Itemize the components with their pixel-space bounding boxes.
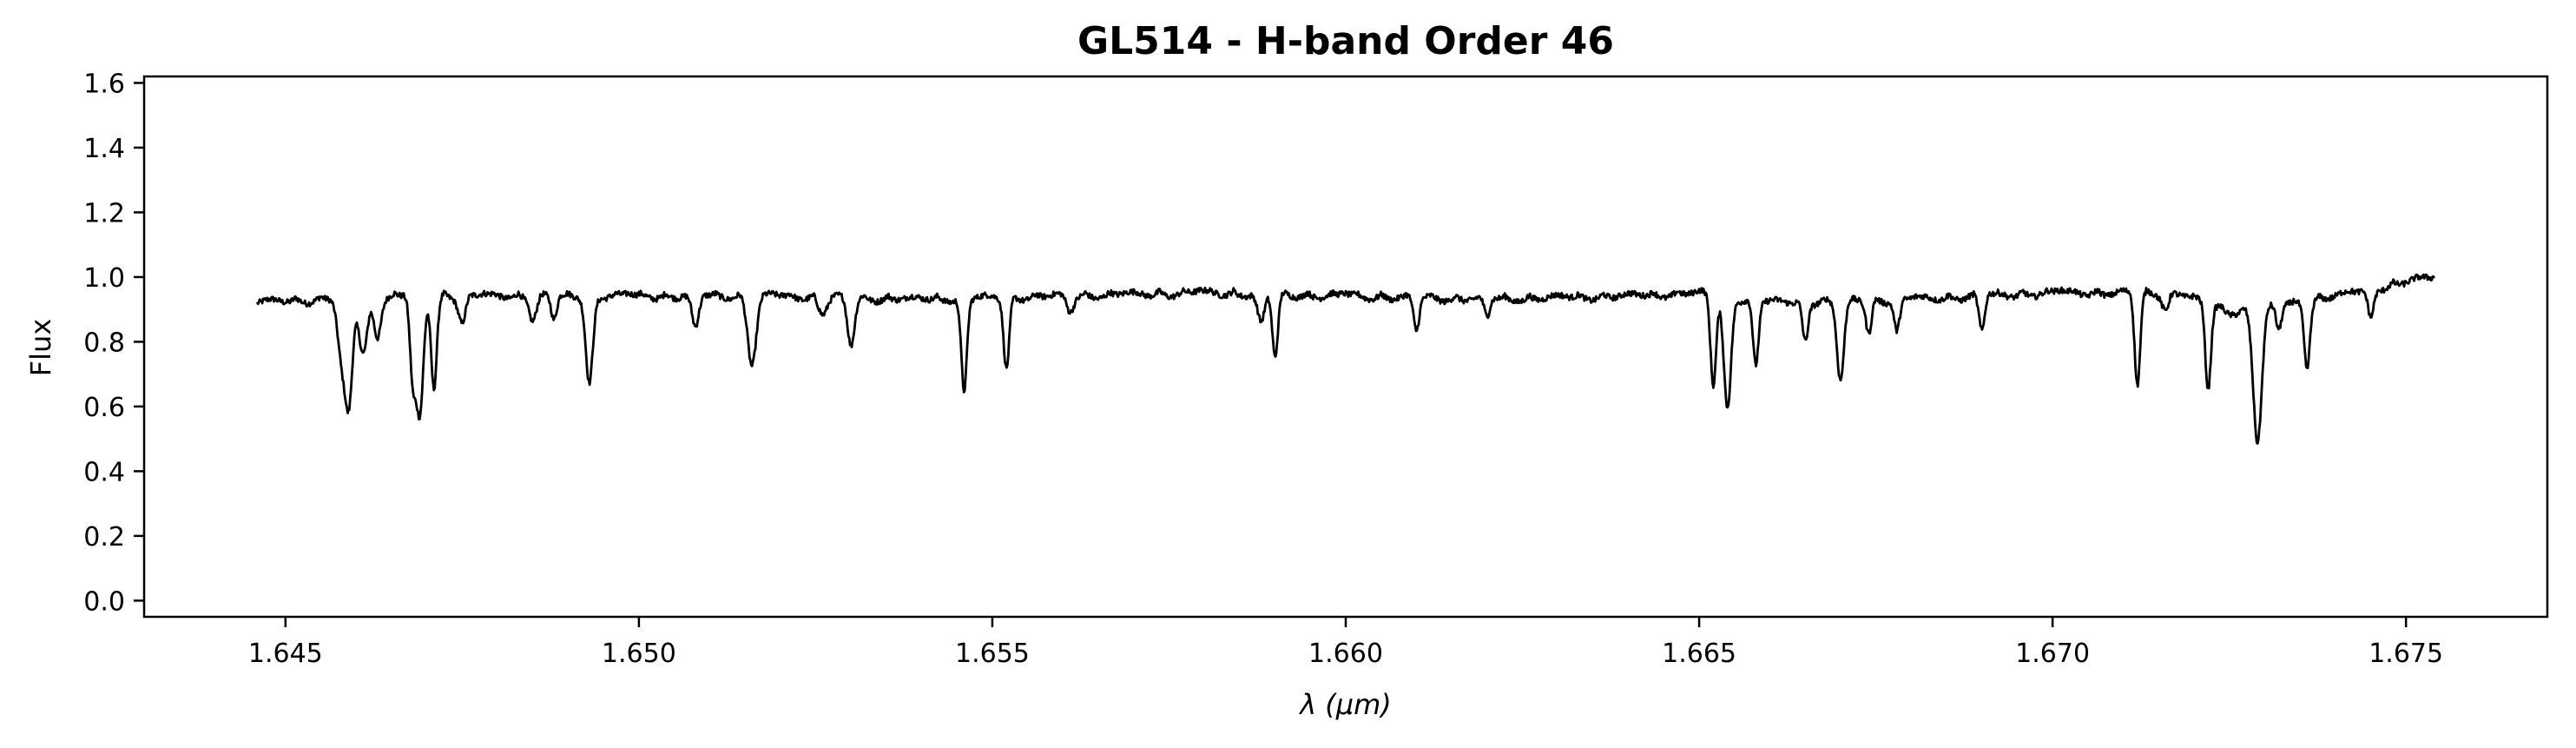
y-tick-label: 0.4: [83, 457, 125, 487]
x-axis-label: λ (μm): [1298, 688, 1391, 721]
spectrum-line: [255, 273, 2435, 445]
y-tick-label: 1.2: [83, 198, 125, 228]
x-tick-label: 1.675: [2368, 639, 2443, 669]
x-tick-label: 1.650: [602, 639, 676, 669]
x-tick-label: 1.670: [2015, 639, 2090, 669]
x-tick-label: 1.655: [955, 639, 1030, 669]
y-tick-label: 0.6: [83, 393, 125, 423]
y-tick-label: 1.0: [83, 263, 125, 294]
y-tick-label: 0.8: [83, 328, 125, 358]
y-tick-label: 1.4: [83, 134, 125, 164]
y-tick-label: 0.0: [83, 586, 125, 617]
x-axis-label-symbol: λ: [1298, 688, 1316, 721]
plot-area-frame: [142, 75, 2549, 619]
y-axis-label: Flux: [24, 319, 57, 377]
y-axis-ticks: 0.0 0.2 0.4 0.6 0.8 1.0 1.2 1.4 1.6: [83, 69, 144, 617]
x-axis-label-unit: (μm): [1325, 688, 1392, 721]
x-tick-label: 1.665: [1662, 639, 1736, 669]
y-tick-label: 1.6: [83, 69, 125, 99]
x-axis-ticks: 1.645 1.650 1.655 1.660 1.665 1.670 1.675: [248, 617, 2443, 669]
chart-title: GL514 - H-band Order 46: [1077, 19, 1614, 63]
x-tick-label: 1.660: [1308, 639, 1383, 669]
y-tick-label: 0.2: [83, 522, 125, 553]
x-tick-label: 1.645: [248, 639, 323, 669]
